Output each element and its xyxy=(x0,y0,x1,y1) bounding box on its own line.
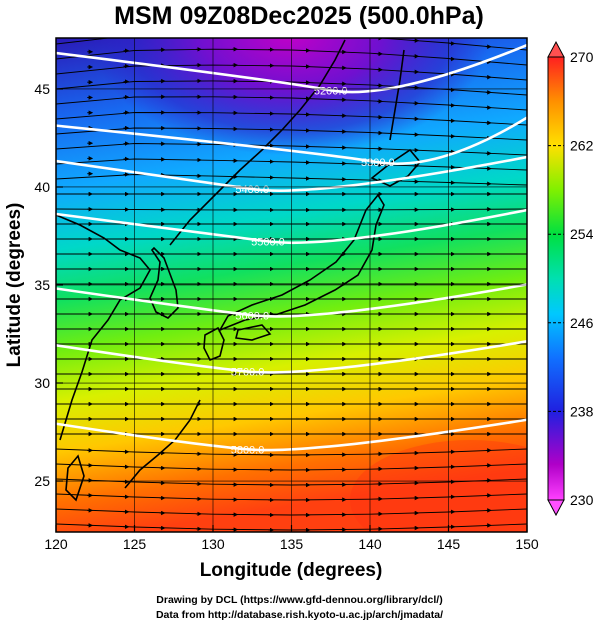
warm-region xyxy=(350,440,527,532)
x-tick-label: 145 xyxy=(437,536,461,552)
y-axis: 25 30 35 40 45 xyxy=(34,81,527,489)
colorbar-tick-label: 262 xyxy=(570,138,594,154)
height-contours: 5200.0 5300.0 5400.0 5500.0 5600.0 5700.0 5800… xyxy=(56,43,527,456)
y-tick-label: 35 xyxy=(34,277,50,293)
height-contour xyxy=(56,155,527,192)
colorbar-tick-label: 270 xyxy=(570,49,594,65)
contour-label: 5500.0 xyxy=(251,236,285,248)
plot-area: 5200.0 5300.0 5400.0 5500.0 5600.0 5700.0 5800… xyxy=(56,38,527,532)
contour-label: 5300.0 xyxy=(361,157,395,169)
x-tick-label: 130 xyxy=(201,536,225,552)
x-tick-label: 135 xyxy=(280,536,304,552)
colorbar-tick-label: 246 xyxy=(570,315,594,331)
x-tick-label: 120 xyxy=(44,536,68,552)
height-contour xyxy=(56,283,527,318)
contour-label: 5800.0 xyxy=(231,444,265,456)
colorbar-tick-label: 254 xyxy=(570,226,594,242)
height-contour xyxy=(56,43,527,94)
height-contour xyxy=(56,116,527,166)
credit-data: Data from http://database.rish.kyoto-u.a… xyxy=(155,609,444,621)
y-axis-title: Latitude (degrees) xyxy=(4,203,25,368)
coastline xyxy=(56,39,422,502)
contour-label: 5400.0 xyxy=(235,184,269,196)
colorbar-min-triangle xyxy=(547,499,565,517)
cold-core xyxy=(90,38,490,155)
contour-label: 5700.0 xyxy=(231,367,265,379)
x-axis-title: Longitude (degrees) xyxy=(200,560,383,581)
height-contour xyxy=(56,418,527,452)
colorbar-tick-label: 238 xyxy=(570,403,594,419)
contour-label: 5600.0 xyxy=(235,310,269,322)
y-tick-label: 30 xyxy=(34,375,50,391)
colorbar-tick-label: 230 xyxy=(570,492,594,508)
x-tick-label: 150 xyxy=(515,536,539,552)
y-tick-label: 40 xyxy=(34,179,50,195)
height-contour xyxy=(56,340,527,374)
height-contour xyxy=(56,208,527,245)
credit-drawing: Drawing by DCL (https://www.gfd-dennou.o… xyxy=(156,594,443,606)
contour-label: 5200.0 xyxy=(314,85,348,97)
y-tick-label: 25 xyxy=(34,473,50,489)
colorbar: 230 238 246 254 262 270 xyxy=(547,40,594,517)
y-tick-label: 45 xyxy=(34,81,50,97)
map-title: MSM 09Z08Dec2025 (500.0hPa) xyxy=(114,2,484,30)
colorbar-bar xyxy=(547,56,565,501)
x-tick-label: 125 xyxy=(123,536,147,552)
x-tick-label: 140 xyxy=(358,536,382,552)
colorbar-max-triangle xyxy=(547,40,565,58)
